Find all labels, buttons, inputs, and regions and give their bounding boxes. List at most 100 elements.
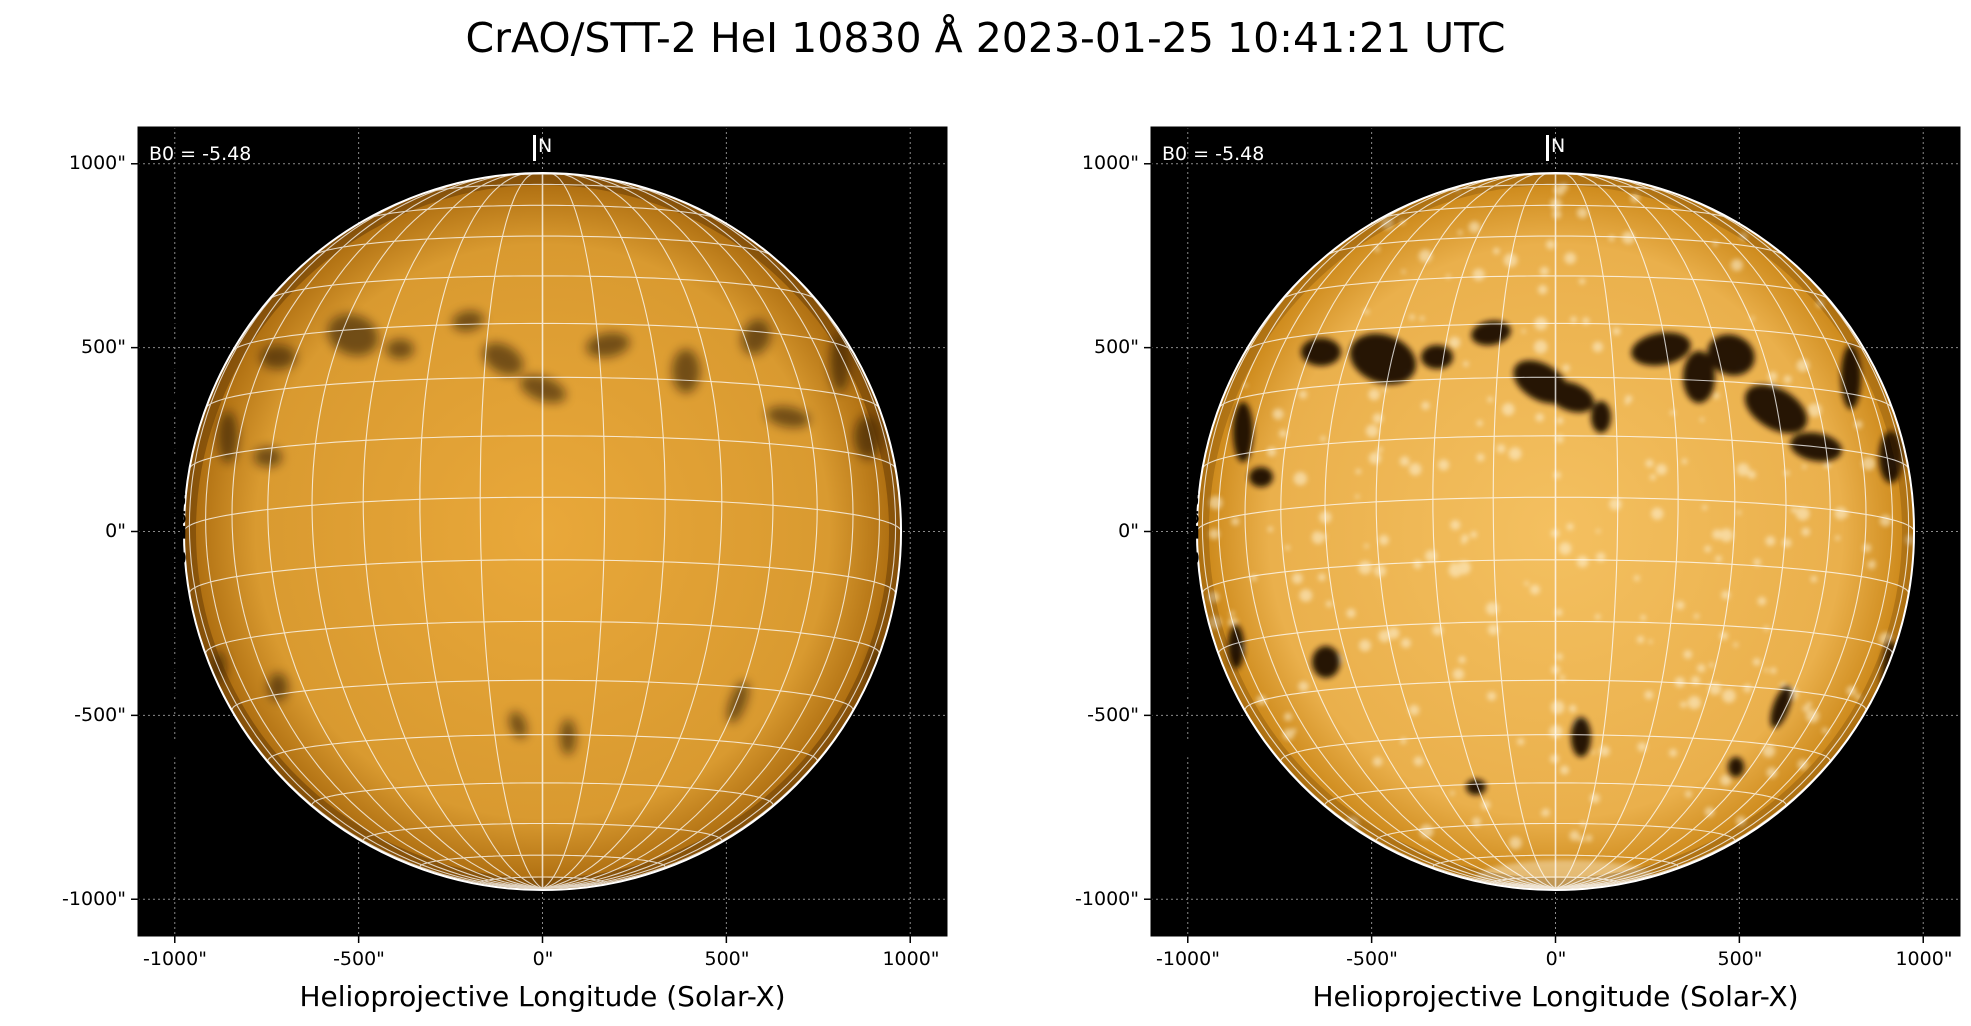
bright-patch bbox=[1624, 395, 1633, 403]
bright-patch bbox=[1537, 284, 1548, 295]
ytick-label: 0" bbox=[105, 520, 126, 542]
bright-patch bbox=[1312, 531, 1322, 541]
bright-patch bbox=[1509, 836, 1522, 850]
bright-patch bbox=[1450, 519, 1461, 530]
bright-patch bbox=[1594, 614, 1601, 620]
bright-patch bbox=[1535, 413, 1544, 422]
solar-limb bbox=[1195, 171, 1916, 892]
bright-patch bbox=[1704, 545, 1712, 553]
x-axis-label: Helioprojective Longitude (Solar-X) bbox=[299, 980, 786, 1013]
bright-patch bbox=[1596, 529, 1601, 534]
bright-patch bbox=[1552, 209, 1562, 219]
longitude-line bbox=[1555, 218, 1910, 889]
solar-disk-image-left bbox=[131, 126, 948, 943]
xtick-label: -500" bbox=[1346, 948, 1398, 970]
longitude-line bbox=[1218, 184, 1556, 889]
dark-filament bbox=[509, 711, 527, 739]
longitude-line bbox=[542, 184, 880, 889]
bright-patch bbox=[1559, 765, 1570, 775]
bright-patch bbox=[1355, 494, 1360, 499]
dark-filament bbox=[854, 415, 882, 459]
bright-patch bbox=[1559, 542, 1572, 555]
bright-patch bbox=[1753, 558, 1761, 567]
bright-patch bbox=[1556, 417, 1564, 425]
bright-patch bbox=[1476, 420, 1483, 427]
bright-patch bbox=[1644, 690, 1654, 700]
dark-filament bbox=[1770, 686, 1792, 728]
bright-patch bbox=[1463, 361, 1469, 367]
figure-title: CrAO/STT-2 HeI 10830 Å 2023-01-25 10:41:… bbox=[465, 14, 1506, 62]
ytick-label: -500" bbox=[74, 704, 126, 726]
bright-patch bbox=[1770, 667, 1777, 674]
bright-patch bbox=[1413, 559, 1422, 569]
bright-patch bbox=[1810, 575, 1818, 583]
bright-patch bbox=[1669, 748, 1678, 757]
dark-filament bbox=[586, 332, 630, 358]
solar-map-left: B0 = -5.48 N 1000" 500" 0" -500" -1000" … bbox=[62, 126, 948, 1013]
bright-patch bbox=[1476, 453, 1485, 462]
longitude-line bbox=[311, 173, 543, 889]
longitude-line bbox=[1280, 175, 1556, 889]
dark-filament bbox=[386, 339, 414, 359]
bright-patch bbox=[1562, 364, 1570, 372]
axes-frame bbox=[1150, 126, 1961, 937]
bright-patch bbox=[1904, 534, 1915, 545]
ytick-label: 500" bbox=[80, 336, 126, 358]
bright-patch bbox=[1372, 756, 1383, 767]
bright-patch bbox=[1569, 830, 1580, 841]
bright-patch bbox=[1855, 693, 1862, 701]
bright-patch bbox=[1570, 316, 1578, 324]
bright-patch bbox=[1576, 207, 1588, 219]
bright-patch bbox=[1419, 316, 1425, 321]
bright-patch bbox=[1687, 696, 1701, 710]
bright-patch bbox=[1733, 642, 1739, 648]
bright-patch bbox=[1208, 528, 1220, 540]
ytick-label: -500" bbox=[1087, 704, 1139, 726]
bright-patch bbox=[1752, 658, 1761, 666]
bright-patch bbox=[1554, 608, 1563, 617]
bright-patch bbox=[1448, 336, 1461, 349]
longitude-line bbox=[1201, 218, 1556, 889]
dark-filament bbox=[830, 332, 850, 392]
dark-filament bbox=[1228, 625, 1244, 669]
bright-patch bbox=[1470, 531, 1478, 538]
longitude-line bbox=[205, 184, 543, 889]
bright-patch bbox=[1715, 555, 1722, 563]
dark-filament bbox=[1591, 401, 1611, 433]
bright-patch bbox=[1783, 375, 1792, 384]
bright-patch bbox=[1320, 533, 1327, 540]
bright-patch bbox=[1517, 737, 1525, 746]
bright-patch bbox=[1298, 390, 1308, 399]
bright-patch bbox=[1480, 800, 1491, 810]
north-label: N bbox=[1551, 135, 1566, 157]
xtick-label: 500" bbox=[1717, 948, 1763, 970]
dark-filament bbox=[268, 673, 288, 701]
bright-patch bbox=[1801, 527, 1811, 537]
bright-patch bbox=[1736, 510, 1742, 515]
bright-patch bbox=[1730, 259, 1743, 272]
bright-patch bbox=[1585, 834, 1593, 842]
bright-patch bbox=[1284, 545, 1291, 551]
longitude-line bbox=[1244, 178, 1556, 889]
dark-filament bbox=[1683, 351, 1715, 403]
bright-patch bbox=[1359, 639, 1371, 652]
dark-filament bbox=[1571, 717, 1591, 757]
bright-patch bbox=[1540, 810, 1547, 817]
dark-filament bbox=[452, 310, 484, 332]
bright-patch bbox=[1683, 649, 1693, 659]
bright-patch bbox=[1550, 700, 1565, 715]
bright-patch bbox=[1317, 573, 1326, 582]
dark-filament bbox=[482, 342, 524, 376]
longitude-line bbox=[1555, 172, 1619, 889]
bright-patch bbox=[1449, 790, 1455, 796]
bright-patch bbox=[1649, 474, 1656, 481]
bright-patch bbox=[1675, 600, 1685, 610]
bright-patch bbox=[1712, 392, 1720, 399]
bright-patch bbox=[1743, 684, 1752, 693]
bright-patch bbox=[1399, 456, 1410, 467]
bright-patch bbox=[1208, 616, 1222, 630]
longitude-line bbox=[267, 175, 543, 889]
dark-filament bbox=[741, 319, 771, 355]
solar-disk-image-right bbox=[1144, 126, 1961, 943]
bright-patch bbox=[1293, 471, 1308, 486]
